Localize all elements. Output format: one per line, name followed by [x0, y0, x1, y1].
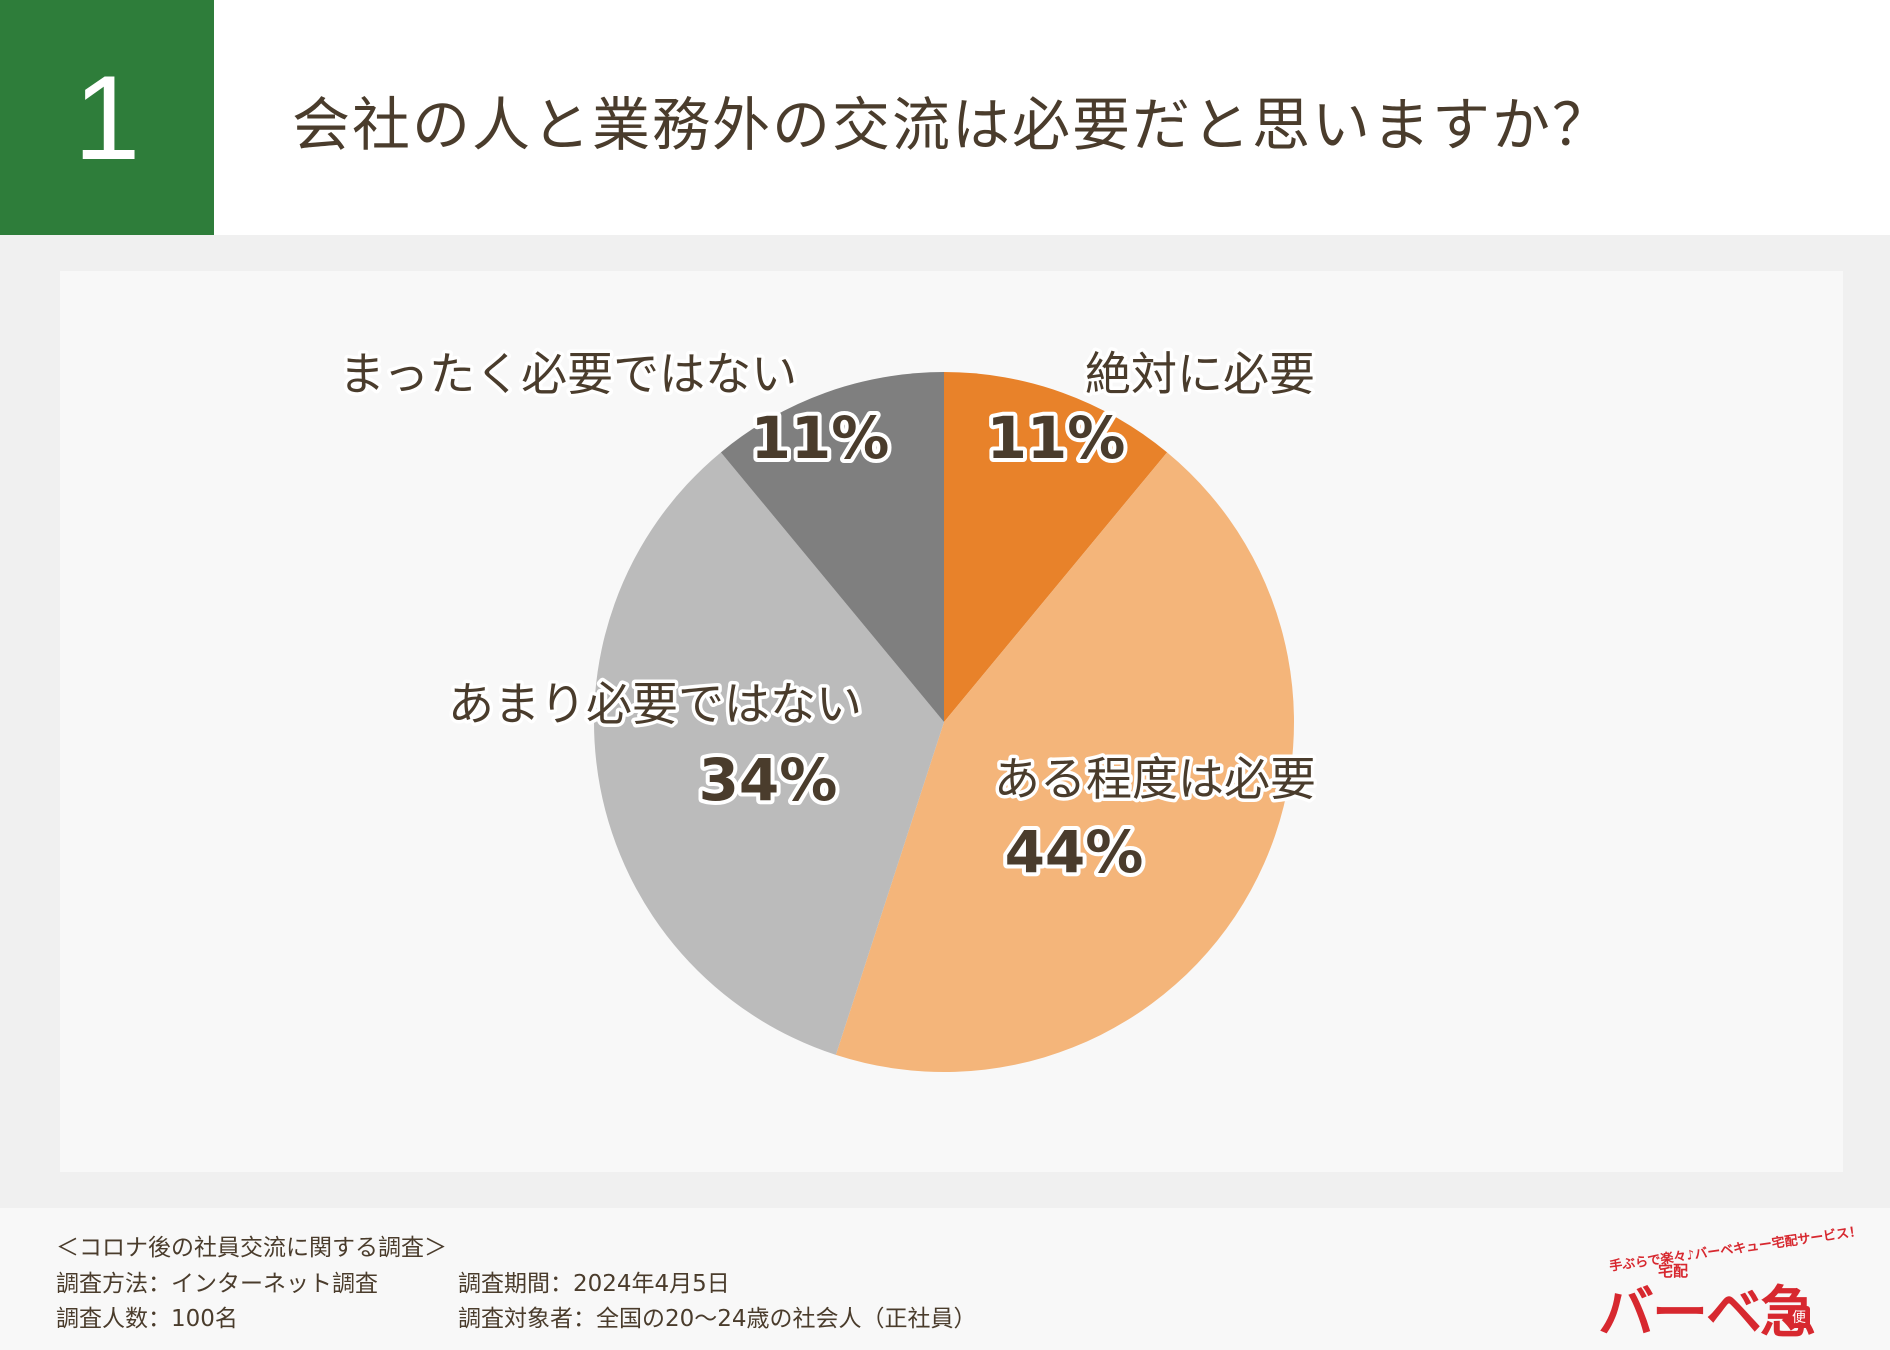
footer: ＜コロナ後の社員交流に関する調査＞ 調査方法：インターネット調査 調査期間：20…	[0, 1208, 1890, 1350]
slice-percent-label: 44%	[1005, 818, 1144, 886]
brand-logo: 手ぶらで楽々♪バーベキュー宅配サービス！ 宅配 バーベ急 便	[1588, 1224, 1863, 1346]
pie-slice	[835, 452, 1294, 1072]
slice-label: まったく必要ではない	[339, 347, 797, 401]
survey-title: ＜コロナ後の社員交流に関する調査＞	[56, 1235, 447, 1261]
slice-label: あまり必要ではない	[448, 677, 862, 731]
pie-slice	[944, 372, 1168, 722]
survey-count: 調査人数：100名	[56, 1306, 238, 1332]
slice-percent-label: 34%	[699, 746, 838, 814]
slice-label: 絶対に必要	[1085, 347, 1315, 401]
logo-bin-text: 便	[1788, 1306, 1810, 1328]
logo-small-text: 宅配	[1658, 1262, 1689, 1280]
question-title: 会社の人と業務外の交流は必要だと思いますか？	[292, 91, 1613, 159]
survey-target: 調査対象者：全国の20〜24歳の社会人（正社員）	[458, 1306, 977, 1332]
slice-percent-label: 11%	[751, 404, 890, 472]
question-number: 1	[0, 0, 214, 235]
logo-brand-text: バーベ急	[1598, 1281, 1816, 1346]
header: 1 会社の人と業務外の交流は必要だと思いますか？	[0, 0, 1890, 235]
slice-percent-label: 11%	[987, 404, 1126, 472]
pie-slice	[720, 372, 944, 722]
slice-label: ある程度は必要	[994, 752, 1316, 806]
survey-method: 調査方法：インターネット調査	[56, 1271, 378, 1297]
pie-slice	[593, 452, 944, 1055]
survey-period: 調査期間：2024年4月5日	[458, 1271, 730, 1297]
